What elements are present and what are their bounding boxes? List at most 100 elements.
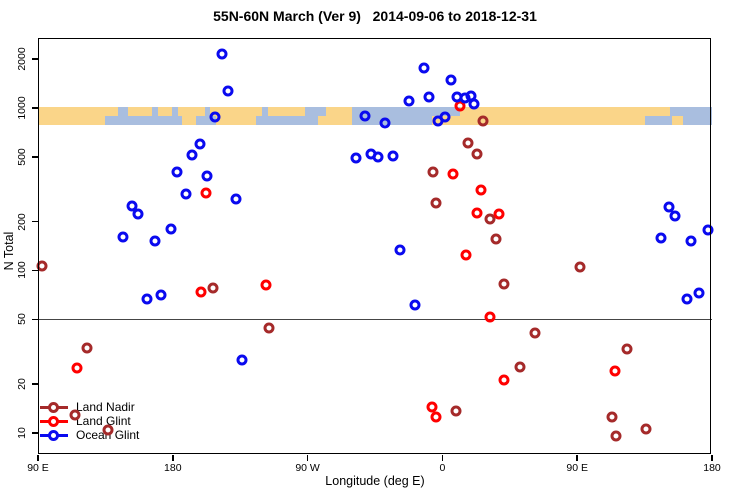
map-band-land-segment [178, 107, 205, 116]
scatter-point-land_nadir [574, 261, 586, 273]
scatter-point-ocean_glint [149, 235, 161, 247]
x-tick-label: 90 W [295, 462, 320, 474]
scatter-point-land_nadir [640, 423, 652, 435]
y-tick-label: 200 [16, 212, 28, 231]
scatter-point-ocean_glint [663, 201, 675, 213]
scatter-point-land_nadir [610, 430, 622, 442]
scatter-point-ocean_glint [141, 293, 153, 305]
map-band-land-segment [215, 116, 257, 125]
scatter-point-ocean_glint [180, 188, 192, 200]
y-tick-mark [32, 58, 38, 60]
scatter-point-land_nadir [102, 424, 114, 436]
x-tick-label: 90 E [27, 462, 49, 474]
scatter-point-land_nadir [427, 166, 439, 178]
scatter-point-land_nadir [606, 411, 618, 423]
y-tick-mark [32, 318, 38, 321]
x-tick-label: 0 [439, 462, 446, 474]
map-band-land-segment [128, 107, 152, 116]
scatter-point-ocean_glint [702, 224, 713, 236]
scatter-point-land_nadir [477, 115, 489, 127]
scatter-point-land_glint [260, 279, 272, 291]
scatter-point-land_glint [195, 286, 207, 298]
y-tick-label: 20 [16, 378, 28, 390]
scatter-point-land_glint [447, 168, 459, 180]
legend-label: Land Glint [76, 414, 131, 428]
map-band-land-segment [672, 116, 683, 125]
y-tick-mark [32, 383, 38, 385]
plot-frame [38, 38, 711, 454]
scatter-point-ocean_glint [409, 299, 421, 311]
scatter-point-land_nadir [621, 343, 633, 355]
scatter-point-ocean_glint [693, 287, 705, 299]
y-tick-mark [32, 269, 38, 272]
scatter-point-ocean_glint [350, 152, 362, 164]
scatter-point-ocean_glint [655, 232, 667, 244]
scatter-point-land_glint [460, 249, 472, 261]
y-tick-mark [32, 107, 38, 109]
scatter-point-ocean_glint [171, 166, 183, 178]
scatter-point-ocean_glint [372, 151, 384, 163]
scatter-point-ocean_glint [186, 149, 198, 161]
scatter-point-ocean_glint [209, 111, 221, 123]
x-tick-mark [576, 455, 578, 461]
map-band-land-segment [209, 107, 263, 116]
scatter-point-ocean_glint [423, 91, 435, 103]
x-tick-label: 180 [703, 462, 721, 474]
scatter-point-land_glint [71, 362, 83, 374]
scatter-point-land_nadir [207, 282, 219, 294]
scatter-point-land_nadir [81, 342, 93, 354]
scatter-point-ocean_glint [165, 223, 177, 235]
y-tick-label: 500 [16, 148, 28, 166]
scatter-point-land_glint [484, 311, 496, 323]
scatter-point-land_nadir [471, 148, 483, 160]
scatter-point-ocean_glint [669, 210, 681, 222]
y-tick-mark [32, 220, 38, 223]
scatter-point-ocean_glint [155, 289, 167, 301]
y-axis-label: N Total [2, 231, 16, 271]
scatter-point-ocean_glint [445, 74, 457, 86]
map-band-land-segment [459, 107, 646, 125]
scatter-point-land_glint [200, 187, 212, 199]
y-tick-mark [32, 156, 38, 158]
scatter-point-ocean_glint [418, 62, 430, 74]
scatter-point-ocean_glint [685, 235, 697, 247]
x-tick-mark [37, 455, 39, 461]
scatter-point-ocean_glint [387, 150, 399, 162]
scatter-point-land_glint [471, 207, 483, 219]
map-band-land-segment [157, 107, 173, 116]
scatter-point-land_nadir [490, 233, 502, 245]
scatter-point-land_glint [475, 184, 487, 196]
map-band-land-segment [181, 116, 196, 125]
scatter-point-ocean_glint [194, 138, 206, 150]
scatter-point-land_nadir [498, 278, 510, 290]
x-tick-mark [306, 455, 309, 461]
y-tick-label: 100 [16, 261, 28, 280]
scatter-point-ocean_glint [468, 98, 480, 110]
scatter-point-ocean_glint [379, 117, 391, 129]
map-band-land-segment [268, 107, 306, 116]
scatter-point-land_nadir [430, 197, 442, 209]
legend-label: Land Nadir [76, 400, 135, 414]
x-tick-label: 180 [164, 462, 182, 474]
scatter-point-ocean_glint [222, 85, 234, 97]
scatter-point-land_glint [430, 411, 442, 423]
map-band-land-segment [317, 116, 353, 125]
reference-line-50 [38, 319, 712, 321]
scatter-point-land_glint [498, 374, 510, 386]
scatter-point-ocean_glint [132, 208, 144, 220]
x-tick-label: 90 E [566, 462, 588, 474]
scatter-point-land_glint [426, 401, 438, 413]
scatter-point-ocean_glint [681, 293, 693, 305]
chart-title: 55N-60N March (Ver 9) 2014-09-06 to 2018… [213, 8, 537, 24]
scatter-point-land_glint [493, 208, 505, 220]
x-axis-label: Longitude (deg E) [325, 474, 425, 488]
y-tick-label: 50 [16, 313, 28, 326]
scatter-point-ocean_glint [126, 200, 138, 212]
x-tick-mark [711, 455, 713, 461]
scatter-point-land_nadir [69, 409, 81, 421]
y-tick-label: 1000 [16, 96, 28, 120]
ocean-glint-marker-icon [48, 429, 59, 441]
scatter-point-ocean_glint [201, 170, 213, 182]
map-band-land-segment [645, 107, 671, 116]
